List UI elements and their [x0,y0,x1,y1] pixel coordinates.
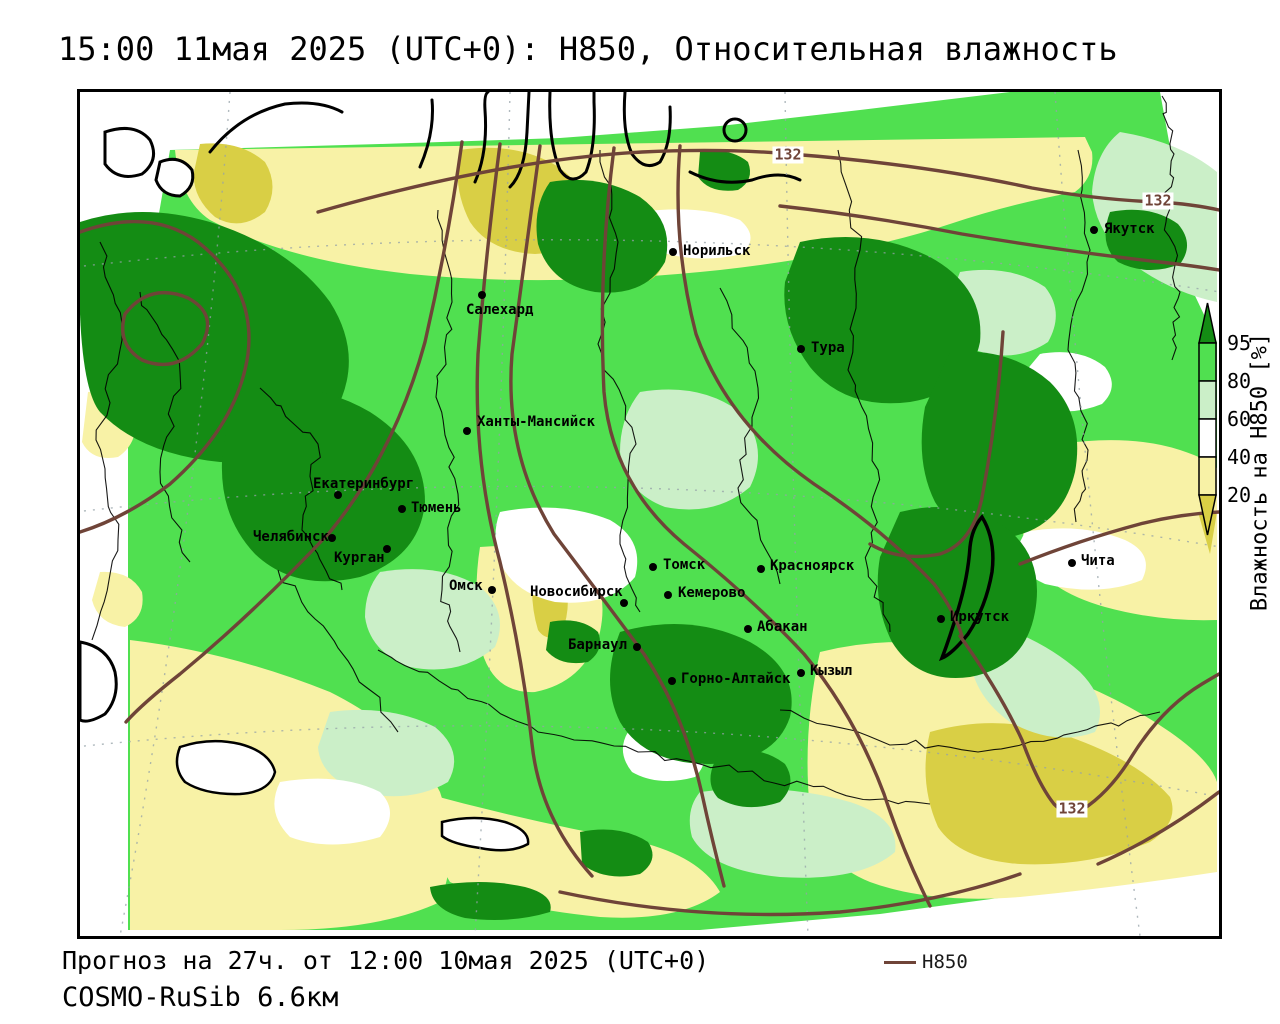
white-sea-coast [154,157,195,198]
city-label: Якутск [1104,221,1155,237]
taz-bay-coast [548,92,596,181]
model-info: COSMO-RuSib 6.6км [62,982,339,1013]
city-dot [488,586,496,594]
city-dot [797,669,805,677]
graticule [80,92,1219,936]
arctic-island [722,117,748,143]
city-dot [1090,226,1098,234]
caspian-coast [80,640,118,723]
city-label: Чита [1081,553,1115,569]
city-label: Кызыл [810,663,853,679]
city-dot [334,491,342,499]
city-label: Томск [663,557,706,573]
city-dot [398,505,406,513]
city-dot [669,248,677,256]
city-label: Иркутск [950,609,1010,625]
city-label: Тура [811,340,845,356]
white-sea-coast [103,126,156,178]
city-label: Ханты-Мансийск [477,414,596,430]
city-label: Абакан [757,619,808,635]
humidity-gt95-regions [80,150,1188,920]
map-canvas [80,92,1219,936]
city-label: Курган [334,550,385,566]
city-dot [463,427,471,435]
colorbar-tick-label: 20 [1227,483,1252,507]
city-dot [620,599,628,607]
colorbar-tick-label: 80 [1227,369,1252,393]
city-dot [744,625,752,633]
city-label: Омск [449,578,483,594]
forecast-info: Прогноз на 27ч. от 12:00 10мая 2025 (UTC… [62,946,710,975]
city-dot [1068,559,1076,567]
contour-value-label: 132 [772,145,804,164]
lake-balkhash [440,816,530,852]
colorbar [1198,302,1217,536]
city-label: Челябинск [253,529,329,545]
map-overlay: Норильск Тура Якутск Салехард Ханты-Мансийск… [80,92,1219,936]
city-dot [478,291,486,299]
colorbar-tick-label: 40 [1227,445,1252,469]
arctic-coast [688,170,802,184]
city-label: Норильск [683,243,751,259]
colorbar-tick-label: 95 [1227,331,1252,355]
city-label: Тюмень [411,500,462,516]
city-label: Барнаул [568,637,628,653]
humidity-40-60-regions [80,209,1146,845]
city-dot [633,643,641,651]
city-dot [383,545,391,553]
ob-bay-coast [508,92,531,189]
contour-value-label: 132 [1142,191,1174,210]
contour-value-label: 132 [1056,799,1088,818]
city-label: Новосибирск [530,584,623,600]
city-dot [937,615,945,623]
city-dot [664,591,672,599]
city-label: Екатеринбург [313,476,415,492]
city-label: Салехард [466,302,534,318]
contour-legend: H850 [884,951,968,973]
city-dot [757,565,765,573]
coastlines [80,92,995,852]
city-dot [328,534,336,542]
h850-line-swatch [884,960,916,964]
city-label: Горно-Алтайск [681,671,791,687]
ob-bay-coast [473,92,490,184]
city-dot [797,345,805,353]
colorbar-axis-label: Влажность на H850 [%] [1247,332,1273,612]
lake-southwest [175,739,277,796]
colorbar-tick-label: 60 [1227,407,1252,431]
city-label: Кемерово [678,585,746,601]
map-frame: Норильск Тура Якутск Салехард Ханты-Мансийск… [77,89,1222,939]
admin-borders [91,95,1181,805]
yenisei-bay-coast [622,92,672,168]
city-dot [668,677,676,685]
page-title: 15:00 11мая 2025 (UTC+0): H850, Относите… [58,30,1118,68]
city-label: Красноярск [770,558,855,574]
city-dot [649,563,657,571]
h850-legend-label: H850 [922,951,968,973]
novaya-zemlya-coast [208,101,344,154]
lake-baikal [938,514,995,662]
yamal-coast [418,98,434,169]
